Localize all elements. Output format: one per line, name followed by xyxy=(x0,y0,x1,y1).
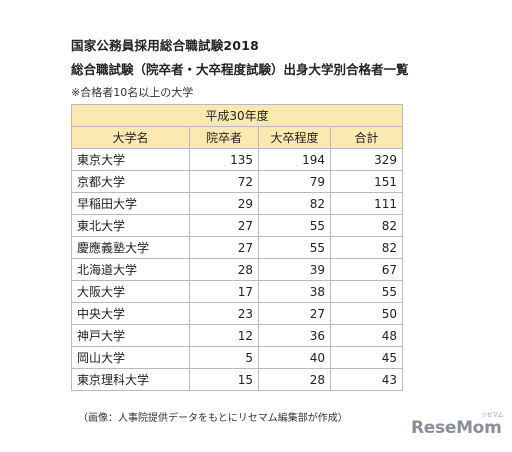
table-row: 岡山大学 5 40 45 xyxy=(71,346,404,369)
total-count-cell: 329 xyxy=(329,148,404,171)
graduate-count-cell: 23 xyxy=(189,302,259,325)
graduate-count-cell: 28 xyxy=(189,258,259,281)
university-name-cell: 京都大学 xyxy=(71,170,190,193)
column-header-graduate: 院卒者 xyxy=(189,126,259,149)
university-name-cell: 大阪大学 xyxy=(71,280,190,303)
table-row: 北海道大学 28 39 67 xyxy=(71,258,404,281)
undergraduate-count-cell: 36 xyxy=(258,324,331,347)
undergraduate-count-cell: 28 xyxy=(258,368,331,391)
table-row: 東北大学 27 55 82 xyxy=(71,214,404,237)
column-header-row: 大学名 院卒者 大卒程度 合計 xyxy=(71,126,404,149)
university-name-cell: 東北大学 xyxy=(71,214,190,237)
undergraduate-count-cell: 38 xyxy=(258,280,331,303)
table-row: 神戸大学 12 36 48 xyxy=(71,324,404,347)
table-row: 慶應義塾大学 27 55 82 xyxy=(71,236,404,259)
source-caption: （画像：人事院提供データをもとにリセマム編集部が作成） xyxy=(78,413,348,424)
total-count-cell: 111 xyxy=(329,192,404,215)
university-name-cell: 岡山大学 xyxy=(71,346,190,369)
logo-text: ReseMom xyxy=(411,418,502,438)
table-row: 中央大学 23 27 50 xyxy=(71,302,404,325)
table-row: 東京理科大学 15 28 43 xyxy=(71,368,404,391)
graduate-count-cell: 29 xyxy=(189,192,259,215)
page-title: 国家公務員採用総合職試験2018 xyxy=(71,38,259,53)
university-name-cell: 中央大学 xyxy=(71,302,190,325)
undergraduate-count-cell: 40 xyxy=(258,346,331,369)
undergraduate-count-cell: 55 xyxy=(258,236,331,259)
undergraduate-count-cell: 82 xyxy=(258,192,331,215)
university-name-cell: 早稲田大学 xyxy=(71,192,190,215)
total-count-cell: 48 xyxy=(329,324,404,347)
undergraduate-count-cell: 39 xyxy=(258,258,331,281)
page-subtitle: 総合職試験（院卒者・大卒程度試験）出身大学別合格者一覧 xyxy=(71,62,409,77)
logo-subtext: リセマム xyxy=(480,412,504,419)
total-count-cell: 82 xyxy=(329,236,404,259)
total-count-cell: 45 xyxy=(329,346,404,369)
graduate-count-cell: 17 xyxy=(189,280,259,303)
university-name-cell: 東京大学 xyxy=(71,148,190,171)
graduate-count-cell: 27 xyxy=(189,214,259,237)
table-row: 早稲田大学 29 82 111 xyxy=(71,192,404,215)
undergraduate-count-cell: 27 xyxy=(258,302,331,325)
university-name-cell: 東京理科大学 xyxy=(71,368,190,391)
total-count-cell: 67 xyxy=(329,258,404,281)
undergraduate-count-cell: 55 xyxy=(258,214,331,237)
total-count-cell: 55 xyxy=(329,280,404,303)
total-count-cell: 82 xyxy=(329,214,404,237)
table-row: 大阪大学 17 38 55 xyxy=(71,280,404,303)
period-header-row: 平成30年度 xyxy=(70,104,404,127)
total-count-cell: 151 xyxy=(329,170,404,193)
column-header-undergraduate: 大卒程度 xyxy=(258,126,331,149)
period-header: 平成30年度 xyxy=(70,104,404,127)
undergraduate-count-cell: 79 xyxy=(258,170,331,193)
total-count-cell: 50 xyxy=(329,302,404,325)
note-text: ※合格者10名以上の大学 xyxy=(71,86,194,99)
resemom-logo: ReseMom リセマム xyxy=(411,412,504,438)
graduate-count-cell: 15 xyxy=(189,368,259,391)
graduate-count-cell: 135 xyxy=(189,148,259,171)
university-name-cell: 慶應義塾大学 xyxy=(71,236,190,259)
table-row: 京都大学 72 79 151 xyxy=(71,170,404,193)
graduate-count-cell: 27 xyxy=(189,236,259,259)
results-table: 平成30年度 大学名 院卒者 大卒程度 合計 東京大学 135 194 329 京都大学… xyxy=(70,104,404,391)
university-name-cell: 北海道大学 xyxy=(71,258,190,281)
university-name-cell: 神戸大学 xyxy=(71,324,190,347)
column-header-university: 大学名 xyxy=(71,126,190,149)
graduate-count-cell: 12 xyxy=(189,324,259,347)
table-row: 東京大学 135 194 329 xyxy=(71,148,404,171)
graduate-count-cell: 72 xyxy=(189,170,259,193)
undergraduate-count-cell: 194 xyxy=(258,148,331,171)
column-header-total: 合計 xyxy=(329,126,404,149)
total-count-cell: 43 xyxy=(329,368,404,391)
graduate-count-cell: 5 xyxy=(189,346,259,369)
